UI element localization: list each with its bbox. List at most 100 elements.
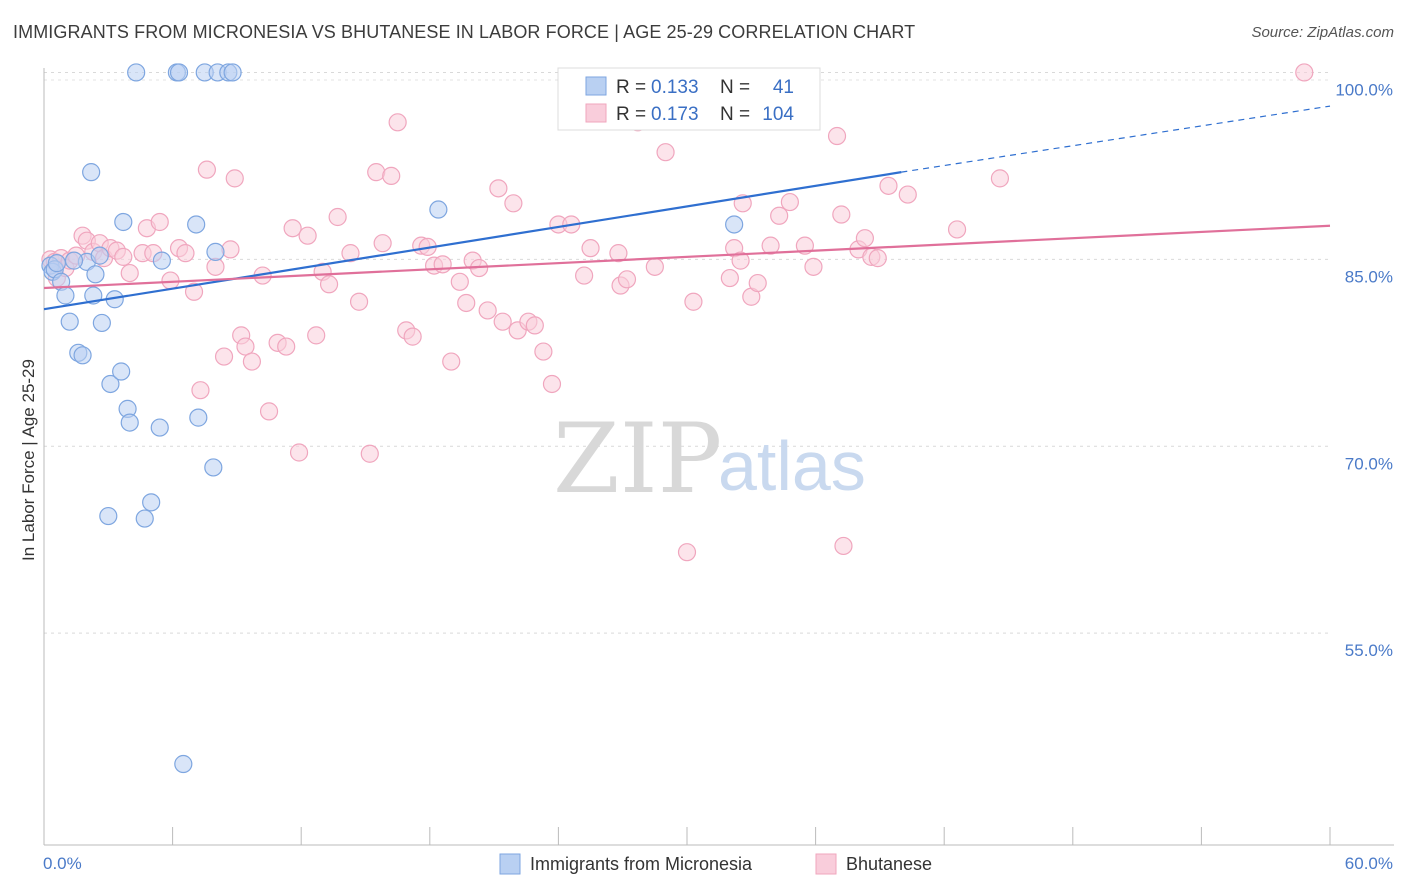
point-series1-59 [457, 293, 476, 313]
point-series1-36 [277, 337, 296, 356]
legend-n-value-2: 104 [762, 104, 794, 125]
trend-line-0 [43, 171, 902, 311]
series-legend-label-micronesia: Immigrants from Micronesia [530, 854, 753, 874]
y-tick-label-2: 70.0% [1345, 454, 1393, 473]
point-series1-96 [834, 536, 853, 556]
x-tick-labels: 0.0% 60.0% [43, 854, 1393, 873]
point-series1-47 [367, 163, 386, 182]
point-series1-91 [780, 192, 799, 212]
watermark-atlas-text: atlas [718, 427, 866, 505]
point-series1-64 [493, 312, 512, 331]
point-series0-15 [101, 374, 120, 394]
point-series1-90 [770, 206, 789, 225]
trend-line-extension-0 [901, 105, 1331, 173]
point-series1-69 [534, 342, 553, 361]
point-series0-11 [86, 265, 105, 284]
y-tick-labels: 100.0% 85.0% 70.0% 55.0% [1335, 80, 1393, 660]
point-series1-63 [489, 179, 508, 198]
point-series1-14 [114, 247, 133, 266]
point-series0-7 [73, 346, 92, 365]
point-series1-48 [373, 234, 392, 253]
point-series1-75 [609, 244, 628, 263]
x-tick-label-0: 0.0% [43, 854, 82, 873]
point-series1-77 [617, 270, 637, 289]
point-series1-81 [677, 543, 697, 562]
series-legend-label-bhutanese: Bhutanese [846, 854, 932, 874]
point-series1-32 [242, 352, 262, 371]
point-series1-25 [197, 160, 216, 179]
trend-line-1 [43, 224, 1331, 290]
point-series1-102 [898, 185, 917, 204]
point-series1-58 [450, 272, 469, 291]
point-series1-89 [761, 236, 780, 255]
point-series1-50 [388, 113, 407, 132]
point-series1-19 [150, 212, 169, 232]
point-series1-103 [947, 220, 967, 239]
legend-n-value-1: 41 [773, 77, 794, 98]
point-series1-65 [504, 194, 523, 213]
point-series1-45 [349, 292, 369, 311]
legend-swatch-bhutanese [585, 103, 607, 123]
series-legend-swatch-micronesia [499, 853, 521, 875]
y-tick-label-3: 55.0% [1345, 641, 1393, 660]
axes [43, 68, 1394, 846]
point-series0-27 [169, 63, 189, 82]
legend-r-value-2: 0.173 [651, 104, 699, 125]
point-series1-95 [832, 205, 851, 224]
point-series0-29 [187, 215, 206, 234]
point-series0-39 [429, 200, 448, 219]
point-series1-57 [442, 352, 461, 371]
point-series0-25 [152, 251, 171, 270]
point-series0-33 [206, 242, 225, 261]
point-series1-42 [319, 275, 339, 294]
point-series1-101 [879, 176, 898, 195]
source-label: Source: ZipAtlas.com [1251, 24, 1394, 41]
point-series1-74 [581, 239, 600, 258]
point-series1-88 [748, 273, 767, 293]
point-series0-38 [64, 251, 84, 270]
legend-n-label-1: N = [720, 77, 750, 98]
point-series0-20 [120, 413, 139, 432]
series-legend-swatch-bhutanese [815, 853, 837, 875]
point-series0-28 [174, 754, 193, 774]
point-series1-82 [684, 292, 703, 311]
point-series1-83 [720, 268, 739, 288]
point-series1-40 [307, 326, 326, 345]
x-tick-label-1: 60.0% [1345, 854, 1393, 873]
watermark: ZIP atlas [553, 403, 866, 515]
y-tick-label-1: 85.0% [1345, 267, 1393, 286]
point-series1-38 [289, 443, 309, 462]
gridlines [44, 71, 1330, 634]
point-series0-24 [150, 418, 169, 437]
point-series0-23 [142, 493, 161, 512]
legend-n-label-2: N = [720, 104, 750, 125]
point-series1-100 [868, 249, 887, 268]
watermark-zip-text: ZIP [553, 403, 722, 515]
point-series1-94 [827, 126, 847, 146]
point-series0-37 [47, 254, 66, 273]
point-series1-98 [855, 229, 874, 248]
point-series0-40 [725, 215, 744, 234]
point-series0-36 [223, 63, 242, 82]
point-series1-62 [478, 301, 497, 320]
legend-r-value-1: 0.133 [651, 77, 699, 98]
point-series0-30 [189, 408, 208, 427]
point-series1-44 [341, 244, 360, 263]
series-legend: Immigrants from Micronesia Bhutanese [499, 853, 932, 875]
point-series1-70 [542, 374, 562, 394]
point-series1-80 [656, 143, 675, 162]
trend-lines [43, 105, 1331, 311]
point-series1-73 [575, 266, 594, 285]
point-series1-104 [990, 169, 1010, 188]
point-series1-43 [328, 207, 347, 227]
point-series1-37 [283, 219, 302, 238]
point-series1-15 [120, 263, 139, 283]
point-series1-93 [804, 257, 823, 276]
point-series0-4 [56, 286, 75, 305]
legend-r-label-2: R = [616, 104, 646, 125]
point-series1-24 [191, 381, 210, 400]
point-series1-23 [184, 282, 204, 301]
point-series1-52 [403, 327, 422, 346]
point-series1-68 [525, 316, 544, 335]
